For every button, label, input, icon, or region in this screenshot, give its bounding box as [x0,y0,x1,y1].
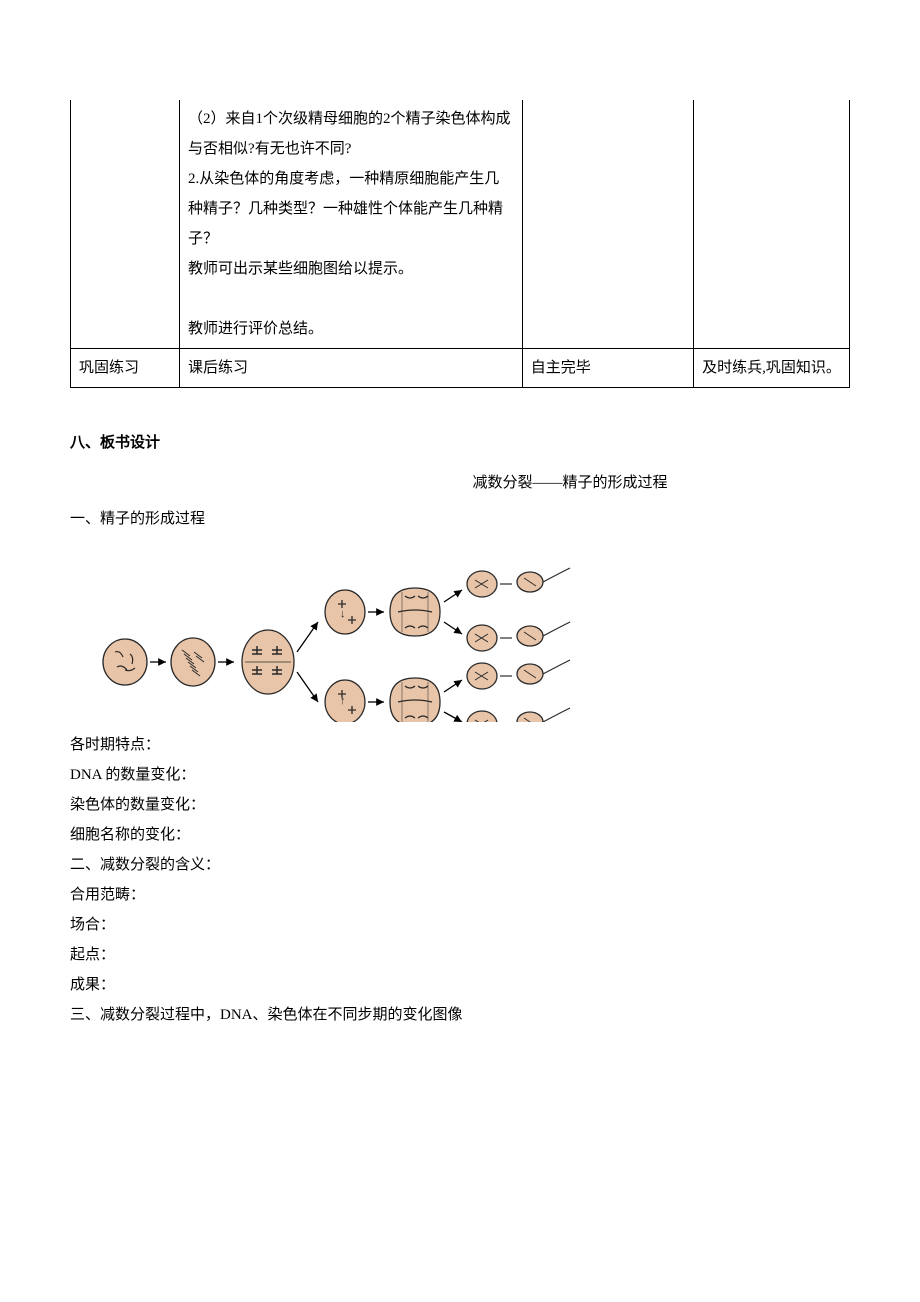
arrow-icon [444,590,462,602]
arrow-icon [297,672,318,702]
cell-primary-early [171,638,215,686]
arrow-icon [444,712,462,722]
sperm-cell [517,708,570,722]
cell-primary-tetrad [242,630,294,694]
table-cell: 课后练习 [180,349,523,388]
table-cell: 自主完毕 [522,349,693,388]
outline-line: 成果： [70,970,850,1000]
meiosis-diagram: ↓ ↑ [90,542,650,722]
svg-text:↑: ↑ [340,695,346,707]
sperm-cell [517,660,570,684]
outline-line: DNA 的数量变化： [70,760,850,790]
outline-line: 起点： [70,940,850,970]
table-cell [694,100,850,349]
outline-line: 场合： [70,910,850,940]
section-heading: 八、板书设计 [70,428,850,458]
table-cell: 巩固练习 [71,349,180,388]
spermatid [467,625,497,651]
sperm-cell [517,568,570,592]
cell-dividing-bottom [390,678,440,722]
part1-title: 一、精子的形成过程 [70,504,850,534]
table-cell: 及时练兵,巩固知识。 [694,349,850,388]
lesson-table: （2）来自1个次级精母细胞的2个精子染色体构成与否相似?有无也许不同? 2.从染… [70,100,850,388]
outline-line: 二、减数分裂的含义： [70,850,850,880]
table-cell [522,100,693,349]
cell-secondary-top: ↓ [325,590,365,634]
table-row: 巩固练习 课后练习 自主完毕 及时练兵,巩固知识。 [71,349,850,388]
svg-text:↓: ↓ [340,608,346,620]
spermatid [467,711,497,722]
spermatid [467,663,497,689]
cell-spermatogonium [103,639,147,685]
outline-line: 合用范畴： [70,880,850,910]
cell-dividing-top [390,588,440,636]
sperm-cell [517,622,570,646]
outline-line: 染色体的数量变化： [70,790,850,820]
arrow-icon [444,622,462,634]
cell-secondary-bottom: ↑ [325,680,365,722]
board-title: 减数分裂——精子的形成过程 [290,468,850,498]
table-row: （2）来自1个次级精母细胞的2个精子染色体构成与否相似?有无也许不同? 2.从染… [71,100,850,349]
spermatid [467,571,497,597]
table-cell [71,100,180,349]
arrow-icon [297,622,318,652]
outline-line: 细胞名称的变化： [70,820,850,850]
outline-line: 各时期特点： [70,730,850,760]
table-cell: （2）来自1个次级精母细胞的2个精子染色体构成与否相似?有无也许不同? 2.从染… [180,100,523,349]
outline-line: 三、减数分裂过程中，DNA、染色体在不同步期的变化图像 [70,1000,850,1030]
arrow-icon [444,680,462,692]
